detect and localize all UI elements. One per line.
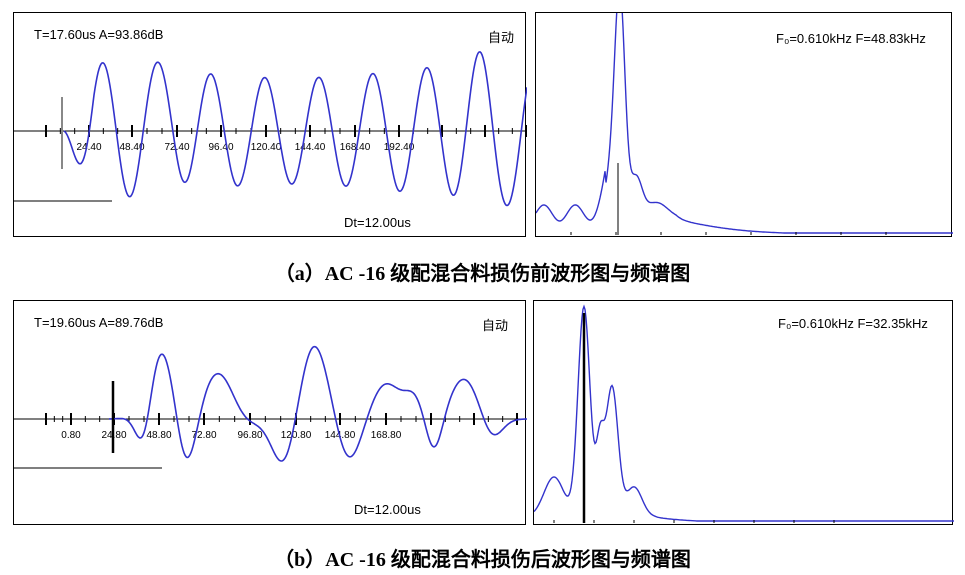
spectrum-signal-line <box>536 13 953 234</box>
caption-b: （b）AC -16 级配混合料损伤后波形图与频谱图 <box>274 549 691 571</box>
waveform-header-left-a: T=17.60us A=93.86dB <box>34 27 164 42</box>
tick-label: 168.40 <box>340 142 371 153</box>
waveform-chart-b: 0.8024.8048.8072.8096.80120.80144.80168.… <box>14 345 527 469</box>
tick-label: 144.40 <box>295 142 326 153</box>
waveform-panel-a: 24.40 48.40 72.40 96.40 120.40 144.40 168.40 19… <box>13 12 527 237</box>
waveform-signal-line <box>63 51 527 207</box>
tick-label: 0.80 <box>61 430 81 441</box>
spectrum-panel-b: F₀=0.610kHz F=32.35kHz <box>533 300 954 525</box>
waveform-header-right-a: 自动 <box>488 30 515 45</box>
spectrum-chart-b <box>534 304 954 523</box>
waveform-panel-b: 0.8024.8048.8072.8096.80120.80144.80168.… <box>13 300 527 525</box>
tick-label: 120.80 <box>281 430 312 441</box>
caption-a: （a）AC -16 级配混合料损伤前波形图与频谱图 <box>274 263 691 285</box>
waveform-footer-a: Dt=12.00us <box>344 215 411 230</box>
waveform-header-left-b: T=19.60us A=89.76dB <box>34 315 164 330</box>
spectrum-panel-a: F₀=0.610kHz F=48.83kHz <box>535 12 953 237</box>
tick-label: 24.40 <box>76 142 101 153</box>
tick-label: 96.80 <box>237 430 262 441</box>
tick-label: 72.80 <box>191 430 216 441</box>
tick-label: 120.40 <box>251 142 282 153</box>
tick-label: 96.40 <box>208 142 233 153</box>
spectrum-header-a: F₀=0.610kHz F=48.83kHz <box>776 31 926 46</box>
tick-label: 48.80 <box>146 430 171 441</box>
tick-label: 168.80 <box>371 430 402 441</box>
waveform-signal-line <box>109 345 527 462</box>
tick-label: 192.40 <box>384 142 415 153</box>
tick-label: 72.40 <box>164 142 189 153</box>
spectrum-signal-line <box>534 304 954 522</box>
waveform-header-right-b: 自动 <box>482 318 509 333</box>
waveform-footer-b: Dt=12.00us <box>354 502 421 517</box>
spectrum-chart-a <box>536 13 953 235</box>
waveform-chart-a: 24.40 48.40 72.40 96.40 120.40 144.40 168.40 19… <box>14 51 527 207</box>
tick-label: 48.40 <box>119 142 144 153</box>
spectrum-header-b: F₀=0.610kHz F=32.35kHz <box>778 316 928 331</box>
